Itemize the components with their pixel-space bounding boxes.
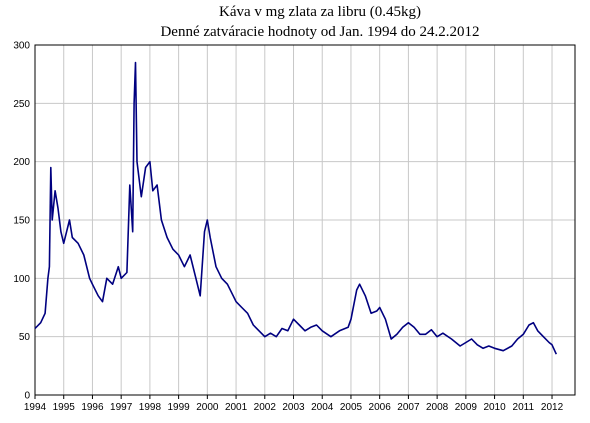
x-tick-label: 1997 <box>110 402 133 413</box>
y-tick-label: 0 <box>24 391 30 402</box>
x-tick-label: 1998 <box>139 402 162 413</box>
x-tick-label: 2006 <box>369 402 392 413</box>
x-tick-label: 1995 <box>53 402 76 413</box>
x-tick-label: 1996 <box>81 402 104 413</box>
y-tick-label: 200 <box>13 157 30 168</box>
x-tick-label: 1994 <box>24 402 47 413</box>
y-tick-label: 50 <box>19 332 31 343</box>
x-tick-label: 2004 <box>311 402 334 413</box>
x-tick-label: 2012 <box>541 402 564 413</box>
plot-frame <box>34 44 576 396</box>
chart-title: Káva v mg zlata za libru (0.45kg) <box>219 4 421 20</box>
x-tick-label: 2011 <box>513 402 535 413</box>
x-tick-label: 2005 <box>340 402 363 413</box>
x-tick-label: 2007 <box>397 402 420 413</box>
x-tick-label: 2008 <box>426 402 449 413</box>
y-tick-label: 100 <box>13 274 30 285</box>
x-tick-label: 2002 <box>254 402 277 413</box>
x-tick-label: 1999 <box>167 402 190 413</box>
x-tick-label: 2010 <box>483 402 506 413</box>
y-tick-label: 150 <box>13 216 30 227</box>
x-tick-label: 2001 <box>225 402 248 413</box>
y-tick-label: 300 <box>13 41 30 52</box>
x-tick-label: 2009 <box>455 402 478 413</box>
chart-subtitle: Denné zatváracie hodnoty od Jan. 1994 do… <box>160 24 479 40</box>
y-tick-label: 250 <box>13 99 30 110</box>
x-tick-label: 2000 <box>196 402 219 413</box>
x-tick-label: 2003 <box>282 402 305 413</box>
price-line <box>34 61 558 355</box>
